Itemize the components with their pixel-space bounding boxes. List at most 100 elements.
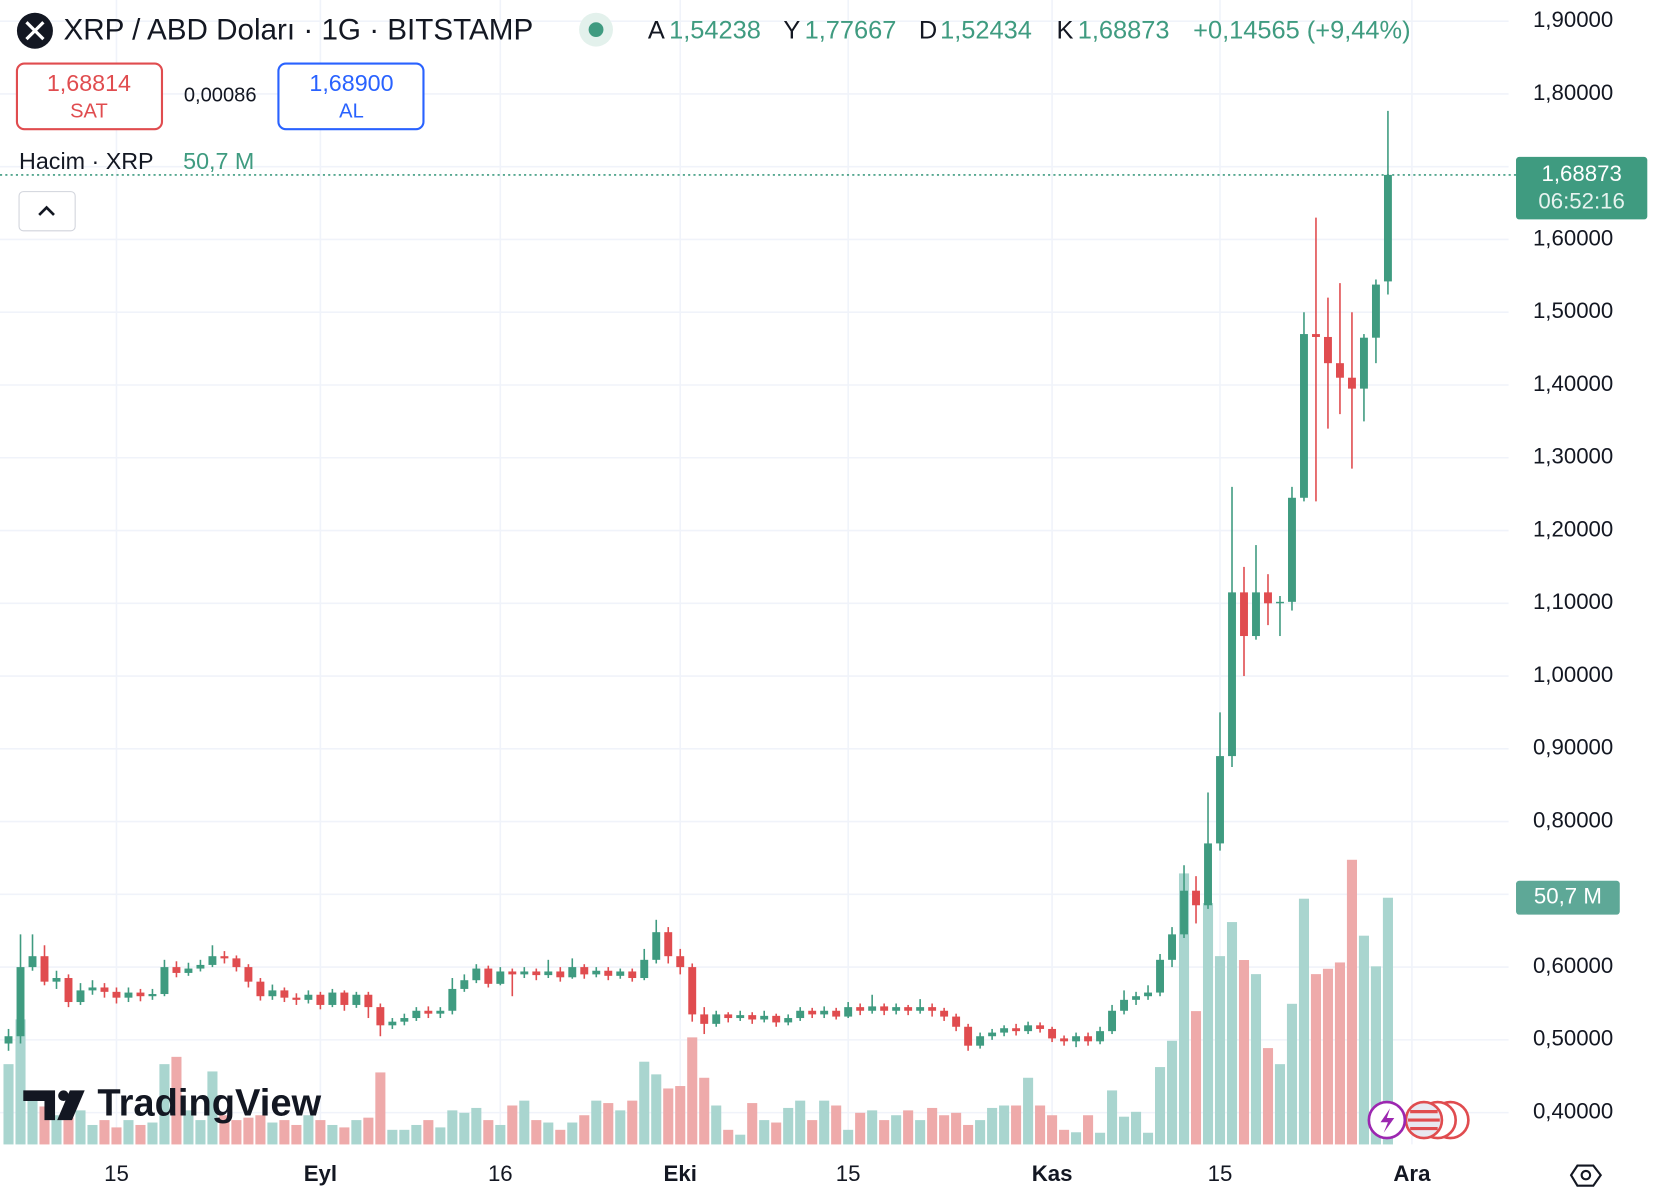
volume-bar [915,1120,926,1145]
volume-bar [627,1100,638,1145]
collapse-button[interactable] [18,191,76,232]
y-tick-label: 1,80000 [1533,80,1613,105]
candle-body [148,994,157,997]
candle-body [604,970,613,976]
candle-body [136,992,145,997]
volume-bar [1370,966,1381,1145]
candle-body [1072,1036,1081,1042]
volume-bar [1310,974,1322,1145]
candle-body [1359,337,1368,389]
volume-bar [1178,873,1190,1145]
candle-body [4,1036,13,1044]
volume-bar [939,1115,950,1145]
volume-bar [963,1124,974,1145]
candle-body [232,958,241,968]
y-tick-label: 1,40000 [1533,371,1613,396]
candle-body [160,967,169,995]
volume-bar [1334,962,1345,1145]
ohlc-key: D [919,16,937,44]
volume-bar [351,1120,362,1145]
candle-body [1276,601,1284,604]
volume-bar [1095,1132,1106,1145]
spread: 0,00086 [184,85,257,107]
header: XRP / ABD Doları · 1G · BITSTAMP A 1,542… [15,12,1411,232]
volume-bar [555,1129,566,1145]
volume-bar [891,1115,902,1145]
volume-bar [1262,1048,1274,1145]
y-tick-label: 1,50000 [1533,298,1613,323]
volume-bar [483,1120,494,1145]
candle-body [616,971,625,976]
price-tag [1516,156,1648,220]
volume-bar [1071,1132,1082,1145]
volume-bar [459,1112,470,1145]
volume-bar [1286,1003,1298,1145]
candle-body [280,990,289,998]
candle-body [892,1007,901,1011]
candle-body [712,1014,721,1024]
ohlc-key: A [648,16,665,44]
volume-bar [1143,1132,1154,1145]
volume-bar [111,1127,122,1145]
volume-bar [399,1129,410,1145]
y-tick-label: 0,50000 [1533,1026,1613,1051]
candle-body [628,971,637,979]
volume-bar [39,1106,50,1145]
volume-bars [3,859,1393,1145]
candle-body [124,992,133,998]
candle-body [316,994,325,1005]
volume-bar [1023,1077,1034,1145]
candle-body [76,990,85,1003]
volume-bar [435,1127,446,1145]
volume-bar [219,1115,230,1145]
settings-icon [1580,1169,1592,1181]
volume-bar [843,1129,854,1145]
settings-button[interactable] [1569,1164,1603,1187]
y-tick-label: 1,60000 [1533,225,1613,250]
candle-body [1228,592,1236,757]
candle-body [1300,334,1308,498]
volume-bar [279,1120,290,1145]
candle-body [100,987,109,992]
volume-bar [339,1127,350,1145]
volume-bar [615,1110,626,1145]
volume-bar [183,1110,194,1145]
volume-bar [495,1124,506,1145]
y-tick-label: 1,00000 [1533,662,1613,687]
candle-body [1132,996,1141,1000]
y-tick-label: 0,90000 [1533,735,1613,760]
volume-bar [759,1120,770,1145]
candle-body [736,1015,745,1019]
candle-body [1084,1036,1093,1042]
candle-body [1156,959,1164,993]
ohlc-value: 1,68873 [1078,16,1170,44]
logo-icon [58,1090,69,1102]
x-tick-label: 16 [488,1161,513,1186]
volume-bar [231,1120,242,1145]
volume-bar [87,1124,98,1145]
ohlc-value: 1,54238 [669,16,761,44]
volume-bar [1226,922,1238,1145]
candle-body [1204,843,1212,906]
candle-body [760,1015,769,1020]
candle-body [1336,363,1344,378]
volume-bar [123,1120,134,1145]
volume-bar [195,1120,206,1145]
volume-bar [1382,897,1393,1145]
volume-bar [771,1122,782,1145]
sell-button[interactable] [15,62,164,131]
chevron [38,205,55,216]
x-tick-label: Eyl [304,1161,337,1186]
buy-button[interactable] [277,62,425,131]
ohlc-value: 1,52434 [940,16,1032,44]
candle-body [640,959,649,979]
candle-body [1120,999,1129,1011]
volume-bar [879,1120,890,1145]
volume-bar [783,1107,794,1145]
volume-bar [3,1064,14,1145]
candle-body [448,988,457,1011]
ohlc-value: 1,77667 [805,16,897,44]
candle-body [592,970,601,975]
volume-bar [975,1120,986,1145]
volume-bar [63,1117,74,1145]
